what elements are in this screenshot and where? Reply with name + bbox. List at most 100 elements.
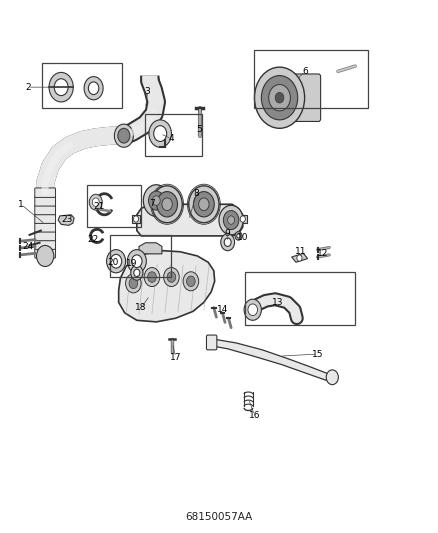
- Circle shape: [148, 272, 156, 282]
- FancyBboxPatch shape: [35, 214, 56, 223]
- FancyBboxPatch shape: [35, 240, 56, 249]
- Bar: [110, 235, 170, 277]
- Polygon shape: [132, 215, 140, 223]
- Bar: [245, 272, 355, 325]
- Circle shape: [189, 186, 219, 223]
- Circle shape: [144, 268, 160, 287]
- Text: 10: 10: [237, 233, 248, 242]
- FancyBboxPatch shape: [35, 231, 56, 241]
- Text: 6: 6: [303, 67, 308, 76]
- Bar: [254, 50, 368, 108]
- Text: 7: 7: [149, 199, 155, 208]
- Circle shape: [134, 269, 140, 277]
- Circle shape: [92, 198, 99, 206]
- Circle shape: [167, 272, 176, 282]
- Bar: [145, 114, 202, 156]
- Text: 21: 21: [93, 202, 105, 211]
- Text: 19: 19: [126, 259, 138, 268]
- Circle shape: [54, 79, 68, 95]
- Circle shape: [297, 255, 302, 261]
- FancyBboxPatch shape: [35, 205, 56, 215]
- Circle shape: [221, 234, 235, 251]
- Circle shape: [49, 72, 73, 102]
- Circle shape: [89, 194, 102, 210]
- FancyBboxPatch shape: [35, 197, 56, 206]
- FancyBboxPatch shape: [206, 335, 217, 350]
- Circle shape: [269, 85, 290, 111]
- Circle shape: [248, 304, 258, 316]
- Circle shape: [224, 238, 231, 246]
- Circle shape: [132, 255, 142, 268]
- Circle shape: [275, 92, 284, 103]
- Polygon shape: [137, 204, 243, 236]
- Circle shape: [326, 370, 338, 385]
- Polygon shape: [58, 215, 74, 225]
- Text: 17: 17: [170, 353, 181, 362]
- Text: 3: 3: [145, 87, 151, 96]
- Text: 24: 24: [22, 242, 33, 251]
- Circle shape: [154, 126, 167, 141]
- Polygon shape: [292, 253, 307, 262]
- Circle shape: [183, 272, 199, 291]
- Circle shape: [228, 216, 235, 224]
- Circle shape: [194, 191, 214, 217]
- Text: 23: 23: [61, 214, 72, 223]
- Circle shape: [244, 299, 261, 320]
- FancyBboxPatch shape: [35, 223, 56, 232]
- Circle shape: [254, 67, 304, 128]
- Circle shape: [114, 124, 134, 147]
- Text: 12: 12: [317, 249, 328, 258]
- Text: 18: 18: [135, 303, 147, 312]
- Circle shape: [152, 186, 182, 223]
- Circle shape: [149, 120, 171, 147]
- Circle shape: [36, 245, 54, 266]
- Circle shape: [88, 82, 99, 94]
- Circle shape: [127, 249, 146, 273]
- Circle shape: [126, 274, 141, 293]
- Circle shape: [84, 77, 103, 100]
- Bar: [87, 185, 141, 227]
- Text: 9: 9: [225, 229, 230, 238]
- Text: 16: 16: [249, 411, 260, 420]
- Text: 20: 20: [107, 258, 118, 267]
- Text: 2: 2: [25, 83, 31, 92]
- Circle shape: [134, 216, 138, 222]
- Text: 13: 13: [272, 298, 283, 307]
- Circle shape: [199, 198, 209, 211]
- Circle shape: [164, 268, 179, 287]
- Text: 22: 22: [87, 235, 99, 244]
- FancyBboxPatch shape: [35, 248, 56, 258]
- Polygon shape: [119, 251, 215, 322]
- Text: 8: 8: [194, 189, 199, 198]
- Circle shape: [129, 278, 138, 289]
- Circle shape: [237, 234, 240, 238]
- Circle shape: [143, 185, 169, 216]
- Text: 1: 1: [18, 200, 24, 209]
- Circle shape: [219, 205, 243, 235]
- Circle shape: [240, 216, 245, 222]
- Circle shape: [148, 191, 164, 210]
- Polygon shape: [139, 243, 162, 254]
- Circle shape: [118, 128, 130, 143]
- Polygon shape: [238, 215, 247, 223]
- Circle shape: [106, 249, 126, 273]
- Bar: [42, 63, 122, 108]
- FancyBboxPatch shape: [35, 188, 56, 197]
- Circle shape: [157, 191, 177, 217]
- Polygon shape: [210, 340, 332, 382]
- Circle shape: [131, 265, 143, 280]
- Circle shape: [261, 76, 298, 120]
- Text: 68150057AA: 68150057AA: [185, 512, 253, 522]
- Text: 15: 15: [312, 350, 323, 359]
- Circle shape: [162, 198, 172, 211]
- Circle shape: [152, 196, 160, 205]
- Text: 5: 5: [197, 125, 202, 134]
- Circle shape: [187, 276, 195, 287]
- Text: 14: 14: [217, 305, 228, 314]
- Circle shape: [110, 254, 122, 268]
- Circle shape: [235, 232, 242, 240]
- Circle shape: [223, 211, 239, 230]
- FancyBboxPatch shape: [288, 74, 321, 122]
- Text: 4: 4: [169, 134, 174, 143]
- Text: 11: 11: [295, 247, 307, 256]
